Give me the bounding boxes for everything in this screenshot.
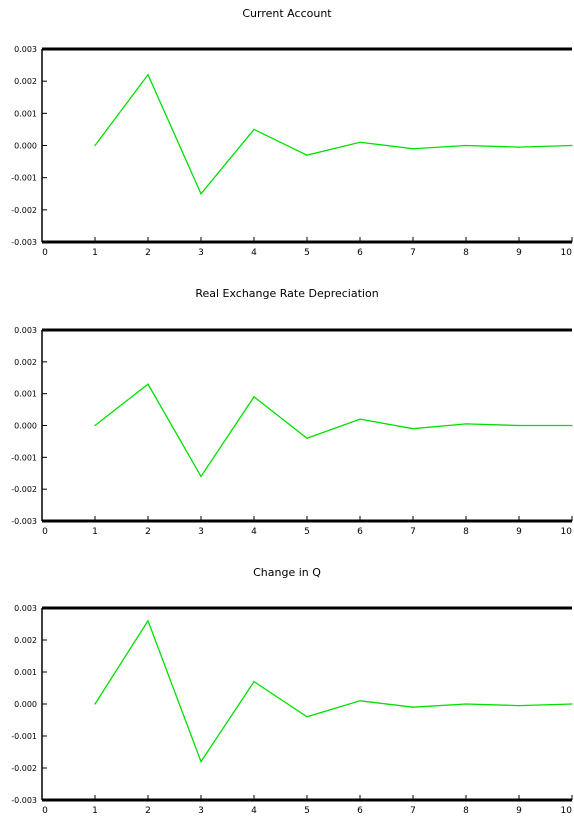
y-tick-label: 0.002 — [14, 636, 37, 645]
x-tick-label: 7 — [410, 806, 416, 816]
data-point — [571, 424, 573, 427]
x-tick-label: 7 — [410, 248, 416, 258]
series-line — [94, 619, 573, 764]
y-tick-label: -0.001 — [11, 453, 37, 462]
y-tick-label: 0.002 — [14, 358, 37, 367]
y-tick-label: 0.001 — [14, 668, 37, 677]
data-point — [412, 706, 414, 708]
chart-2: 0.003 0.002 0.001 0.000 -0.001 -0.002 -0.003 0 1… — [11, 326, 573, 537]
y-tick-label: 0.000 — [14, 142, 37, 151]
x-tick-label: 6 — [357, 527, 363, 537]
x-tick-label: 6 — [357, 806, 363, 816]
y-tick-label: -0.003 — [11, 238, 37, 247]
y-tick-label: -0.001 — [11, 732, 37, 741]
x-tick-label: 1 — [92, 248, 98, 258]
data-point — [94, 144, 96, 147]
data-point — [571, 144, 573, 147]
data-point — [518, 705, 520, 707]
x-tick-label: 5 — [304, 527, 310, 537]
chart-title-current-account: Current Account — [242, 7, 332, 20]
data-point — [359, 700, 361, 702]
x-tick-label: 6 — [357, 248, 363, 258]
x-tick-label: 2 — [145, 527, 151, 537]
data-point — [571, 703, 573, 705]
x-tick-label: 1 — [92, 527, 98, 537]
data-point — [465, 423, 467, 425]
x-tick-label: 5 — [304, 248, 310, 258]
x-tick-label: 8 — [463, 248, 469, 258]
x-tick-label: 0 — [42, 248, 48, 258]
data-point — [200, 475, 202, 478]
x-tick-label: 1 — [92, 806, 98, 816]
x-tick-label: 0 — [42, 527, 48, 537]
y-tick-label: -0.003 — [11, 796, 37, 805]
data-point — [412, 148, 414, 150]
chart-3: 0.003 0.002 0.001 0.000 -0.001 -0.002 -0.003 0 1… — [11, 604, 573, 816]
data-point — [306, 437, 308, 439]
y-tick-label: 0.001 — [14, 109, 37, 118]
chart-title-real-exchange-rate: Real Exchange Rate Depreciation — [195, 287, 379, 300]
y-tick-label: 0.003 — [14, 326, 37, 335]
x-tick-label: 10 — [561, 806, 573, 816]
data-point — [147, 620, 149, 622]
chart-1: 0.003 0.002 0.001 0.000 -0.001 -0.002 -0.003 0 1… — [11, 45, 573, 258]
x-tick-label: 9 — [516, 527, 522, 537]
series-line — [94, 383, 572, 478]
data-point — [465, 144, 467, 147]
chart-title-change-in-q: Change in Q — [253, 566, 321, 579]
x-tick-label: 4 — [251, 248, 257, 258]
x-tick-label: 5 — [304, 806, 310, 816]
data-point — [147, 383, 149, 385]
y-tick-label: 0.003 — [14, 604, 37, 613]
data-point — [94, 703, 96, 705]
x-tick-label: 2 — [145, 248, 151, 258]
x-tick-label: 9 — [516, 806, 522, 816]
data-point — [306, 716, 308, 718]
x-tick-label: 8 — [463, 527, 469, 537]
y-tick-label: -0.002 — [11, 485, 37, 494]
data-point — [253, 396, 255, 398]
data-point — [253, 681, 255, 683]
x-tick-label: 3 — [198, 248, 204, 258]
x-tick-label: 10 — [561, 248, 573, 258]
data-point — [518, 146, 520, 148]
data-point — [200, 761, 202, 763]
x-tick-label: 4 — [251, 806, 257, 816]
data-point — [412, 428, 414, 430]
data-point — [518, 424, 520, 427]
series-line — [94, 73, 573, 195]
data-point — [465, 703, 467, 705]
data-point — [147, 74, 149, 76]
y-tick-label: -0.002 — [11, 764, 37, 773]
y-tick-label: -0.001 — [11, 174, 37, 183]
x-tick-label: 0 — [42, 806, 48, 816]
x-tick-label: 4 — [251, 527, 257, 537]
y-tick-label: 0.001 — [14, 390, 37, 399]
x-tick-label: 2 — [145, 806, 151, 816]
x-tick-label: 9 — [516, 248, 522, 258]
x-tick-label: 3 — [198, 806, 204, 816]
y-tick-label: 0.000 — [14, 422, 37, 431]
x-tick-label: 7 — [410, 527, 416, 537]
data-point — [94, 424, 96, 427]
y-tick-label: -0.003 — [11, 517, 37, 526]
data-point — [200, 193, 202, 195]
data-point — [253, 128, 255, 131]
y-tick-label: 0.000 — [14, 700, 37, 709]
y-tick-label: 0.003 — [14, 45, 37, 54]
x-tick-label: 8 — [463, 806, 469, 816]
data-point — [306, 154, 308, 156]
y-tick-label: -0.002 — [11, 206, 37, 215]
data-point — [359, 418, 361, 420]
x-tick-label: 10 — [561, 527, 573, 537]
x-tick-label: 3 — [198, 527, 204, 537]
y-tick-label: 0.002 — [14, 77, 37, 86]
data-point — [359, 141, 361, 143]
